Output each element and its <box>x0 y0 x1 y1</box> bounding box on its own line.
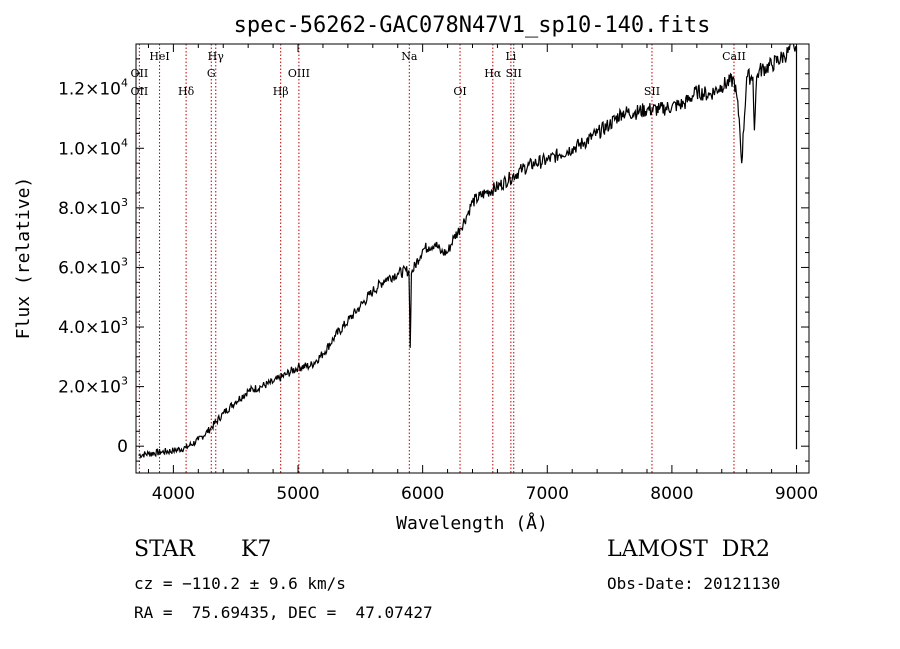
object-class: STAR <box>134 537 195 562</box>
chart-title: spec-56262-GAC078N47V1_sp10-140.fits <box>234 13 711 38</box>
spectral-line-label: SII <box>644 85 660 98</box>
y-axis-ticks: 02.0×1034.0×1036.0×1038.0×1031.0×1041.2×… <box>58 43 809 462</box>
spectral-line-label: G <box>207 67 216 80</box>
spectral-line-label: Na <box>401 50 418 63</box>
object-subclass: K7 <box>241 537 272 562</box>
spectral-line-label: SII <box>506 67 522 80</box>
x-tick-label: 9000 <box>775 484 818 504</box>
spectral-line-label: Hδ <box>178 85 195 98</box>
x-tick-label: 6000 <box>401 484 444 504</box>
y-tick-exponent: 4 <box>121 136 128 149</box>
y-tick-mantissa: 1.0×10 <box>58 139 121 159</box>
y-tick-exponent: 3 <box>121 255 128 268</box>
spectral-line-label: Hα <box>484 67 502 80</box>
y-tick-label: 0 <box>117 437 128 457</box>
plot-frame <box>135 43 810 474</box>
y-tick-label: 2.0×103 <box>58 375 128 398</box>
x-tick-label: 4000 <box>152 484 195 504</box>
spectral-line-label: Hβ <box>273 85 289 98</box>
y-tick-mantissa: 4.0×10 <box>58 318 121 338</box>
spectral-line-label: Li <box>505 50 516 63</box>
spectral-lines-layer <box>138 44 735 473</box>
spectral-line-label: CaII <box>722 50 746 63</box>
spectral-line-label: HeI <box>149 50 169 63</box>
survey-release: LAMOST DR2 <box>607 537 770 562</box>
spectrum-series-line <box>138 44 798 459</box>
y-tick-label: 1.2×104 <box>58 77 128 100</box>
redshift-velocity: cz = −110.2 ± 9.6 km/s <box>134 574 346 593</box>
y-tick-label: 6.0×103 <box>58 255 128 278</box>
x-axis-label: Wavelength (Å) <box>396 512 548 534</box>
y-axis-label: Flux (relative) <box>13 177 34 340</box>
y-tick-label: 4.0×103 <box>58 315 128 338</box>
spectral-line-label: OII <box>131 85 149 98</box>
y-tick-label: 8.0×103 <box>58 196 128 219</box>
spectral-line-label: OI <box>453 85 466 98</box>
y-tick-exponent: 3 <box>121 196 128 209</box>
y-tick-mantissa: 1.2×10 <box>58 80 121 100</box>
y-tick-label: 1.0×104 <box>58 136 128 159</box>
x-tick-label: 8000 <box>650 484 693 504</box>
ra-dec-coordinates: RA = 75.69435, DEC = 47.07427 <box>134 603 433 622</box>
y-tick-exponent: 3 <box>121 315 128 328</box>
spectral-line-label: Hγ <box>208 50 225 63</box>
spectral-line-label: OIII <box>288 67 310 80</box>
x-axis-ticks: 4000 5000 6000 7000 8000 9000 <box>147 44 818 504</box>
y-tick-exponent: 4 <box>121 77 128 90</box>
x-tick-label: 7000 <box>526 484 569 504</box>
y-tick-mantissa: 8.0×10 <box>58 199 121 219</box>
y-tick-exponent: 3 <box>121 375 128 388</box>
y-tick-mantissa: 6.0×10 <box>58 258 121 278</box>
observation-date: Obs-Date: 20121130 <box>607 574 781 593</box>
y-tick-mantissa: 0 <box>117 437 128 457</box>
x-tick-label: 5000 <box>276 484 319 504</box>
y-tick-mantissa: 2.0×10 <box>58 378 121 398</box>
